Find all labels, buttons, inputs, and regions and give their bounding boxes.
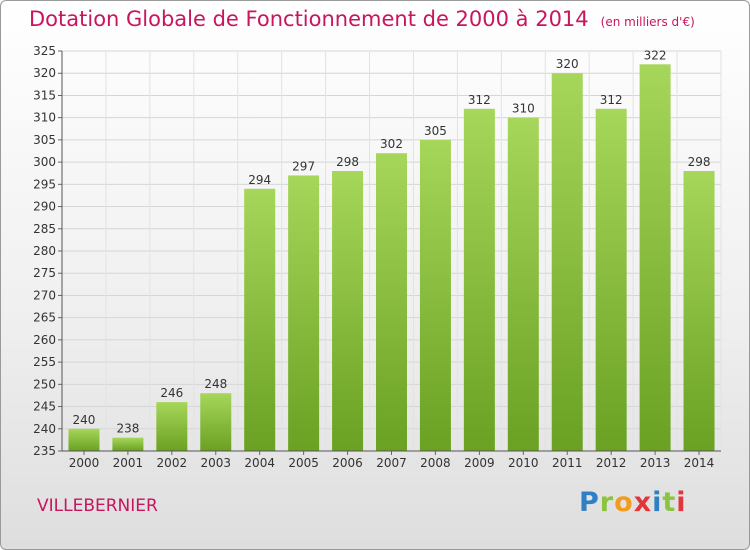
y-tick-label: 290	[33, 200, 56, 214]
y-tick-label: 295	[33, 177, 56, 191]
bar-value-label: 312	[468, 93, 491, 107]
x-tick-label: 2001	[113, 456, 144, 470]
bar	[200, 393, 232, 451]
bar-value-label: 298	[688, 155, 711, 169]
bar	[551, 73, 583, 451]
y-tick-label: 255	[33, 355, 56, 369]
y-tick-label: 280	[33, 244, 56, 258]
bars: 240 238 246 248 294 297 298 302 305 312 310 320 312 3…	[68, 48, 715, 452]
x-tick-label: 2004	[244, 456, 275, 470]
bar-value-label: 302	[380, 137, 403, 151]
x-tick-label: 2000	[69, 456, 100, 470]
x-tick-label: 2005	[288, 456, 319, 470]
y-tick-label: 285	[33, 222, 56, 236]
x-tick-label: 2010	[508, 456, 539, 470]
bar-value-label: 305	[424, 124, 447, 138]
y-tick-label: 260	[33, 333, 56, 347]
x-tick-label: 2013	[640, 456, 671, 470]
x-tick-label: 2011	[552, 456, 583, 470]
chart-title: Dotation Globale de Fonctionnement de 20…	[29, 7, 695, 31]
proxiti-logo: Proxiti	[579, 487, 687, 518]
y-tick-label: 300	[33, 155, 56, 169]
y-tick-label: 270	[33, 288, 56, 302]
y-tick-label: 275	[33, 266, 56, 280]
y-tick-label: 235	[33, 444, 56, 458]
bar	[376, 153, 407, 451]
bar	[595, 108, 627, 452]
bar-value-label: 320	[556, 57, 579, 71]
bar	[112, 437, 144, 451]
y-tick-label: 245	[33, 400, 56, 414]
bar-value-label: 298	[336, 155, 359, 169]
x-tick-label: 2008	[420, 456, 451, 470]
bar-value-label: 312	[600, 93, 623, 107]
bar	[156, 402, 188, 451]
y-tick-label: 305	[33, 133, 56, 147]
bar-value-label: 322	[644, 48, 667, 62]
bar	[507, 117, 539, 452]
bar-value-label: 238	[116, 422, 139, 436]
commune-name: VILLEBERNIER	[37, 496, 158, 516]
bar	[288, 175, 320, 451]
chart-title-text: Dotation Globale de Fonctionnement de 20…	[29, 7, 589, 31]
bar-value-label: 297	[292, 159, 315, 173]
x-tick-label: 2003	[200, 456, 231, 470]
bar-value-label: 248	[204, 377, 227, 391]
x-tick-label: 2006	[332, 456, 363, 470]
y-tick-label: 250	[33, 377, 56, 391]
bar-value-label: 294	[248, 173, 271, 187]
bar	[244, 188, 276, 451]
y-tick-label: 310	[33, 111, 56, 125]
y-tick-label: 315	[33, 88, 56, 102]
x-tick-label: 2009	[464, 456, 495, 470]
x-tick-label: 2012	[596, 456, 627, 470]
x-tick-label: 2014	[684, 456, 715, 470]
bar-value-label: 310	[512, 102, 535, 116]
bar	[332, 171, 364, 451]
x-tick-label: 2002	[157, 456, 188, 470]
x-tick-label: 2007	[376, 456, 407, 470]
y-tick-label: 265	[33, 311, 56, 325]
y-tick-label: 320	[33, 66, 56, 80]
bar	[463, 108, 495, 452]
bar	[639, 64, 671, 452]
axes: 235 240 245 250 255 260 265 270 275 280 285 290 295 3…	[33, 44, 721, 470]
y-tick-label: 325	[33, 44, 56, 58]
bar	[683, 171, 715, 451]
chart-subtitle: (en milliers d'€)	[600, 15, 695, 29]
bar	[419, 139, 451, 451]
bar-value-label: 240	[73, 413, 96, 427]
bar	[68, 428, 100, 451]
bar-value-label: 246	[160, 386, 183, 400]
y-tick-label: 240	[33, 422, 56, 436]
